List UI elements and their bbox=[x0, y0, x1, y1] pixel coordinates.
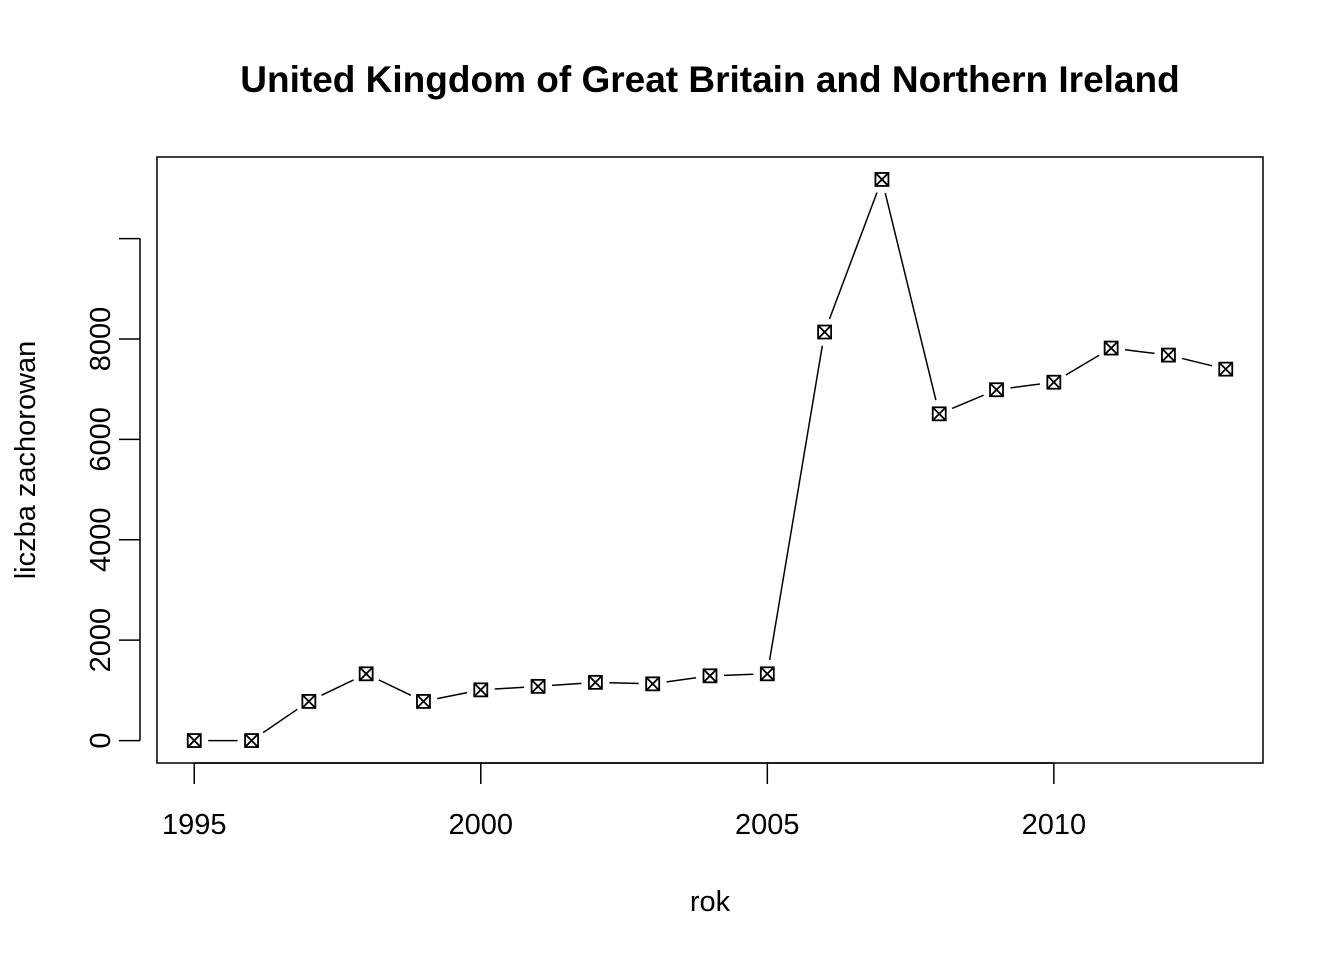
y-tick-label: 0 bbox=[85, 732, 117, 748]
x-axis: 1995 2000 2005 2010 bbox=[162, 762, 1087, 841]
line-segment bbox=[494, 686, 525, 690]
data-point bbox=[301, 694, 317, 709]
data-point bbox=[702, 668, 718, 684]
line-segment bbox=[951, 394, 984, 410]
data-point bbox=[473, 682, 489, 698]
x-tick-label: 1995 bbox=[162, 809, 227, 841]
chart-title: United Kingdom of Great Britain and Nort… bbox=[240, 59, 1179, 100]
data-point bbox=[1161, 347, 1176, 363]
data-point bbox=[759, 666, 775, 682]
y-axis-label: liczba zachorowan bbox=[10, 341, 42, 580]
x-tick-label: 2000 bbox=[449, 809, 514, 841]
series-points bbox=[186, 172, 1234, 748]
line-segment bbox=[1065, 354, 1100, 376]
data-point bbox=[817, 324, 833, 340]
y-tick-label: 8000 bbox=[85, 307, 117, 372]
data-point bbox=[1218, 361, 1234, 377]
series-line bbox=[208, 192, 1213, 742]
data-point bbox=[530, 678, 546, 694]
line-segment bbox=[1010, 383, 1041, 389]
data-point bbox=[587, 674, 603, 690]
data-point bbox=[931, 406, 947, 422]
plot-frame bbox=[156, 156, 1264, 764]
line-segment bbox=[609, 681, 639, 685]
y-tick-label: 2000 bbox=[85, 608, 117, 673]
line-segment bbox=[828, 192, 878, 320]
y-tick-label: 6000 bbox=[85, 407, 117, 472]
data-point bbox=[1046, 374, 1062, 390]
y-axis: 0 2000 4000 6000 8000 bbox=[85, 237, 141, 749]
x-tick-label: 2010 bbox=[1022, 809, 1087, 841]
line-segment bbox=[437, 691, 468, 700]
line-segment bbox=[768, 345, 824, 661]
x-tick-label: 2005 bbox=[735, 809, 800, 841]
line-segment bbox=[884, 192, 937, 401]
data-point bbox=[874, 172, 890, 187]
line-segment bbox=[1181, 357, 1213, 367]
line-segment bbox=[262, 708, 298, 734]
data-point bbox=[186, 733, 202, 748]
data-point bbox=[358, 666, 374, 682]
line-segment bbox=[321, 679, 354, 697]
line-segment bbox=[378, 679, 412, 697]
line-segment bbox=[723, 673, 754, 677]
data-point bbox=[244, 733, 259, 748]
data-point bbox=[989, 382, 1004, 398]
line-segment bbox=[1124, 349, 1155, 355]
line-segment bbox=[551, 682, 582, 687]
data-point bbox=[645, 676, 661, 692]
line-segment bbox=[666, 677, 697, 683]
data-point bbox=[1103, 340, 1119, 356]
data-point bbox=[416, 694, 431, 709]
x-axis-label: rok bbox=[690, 886, 731, 918]
y-tick-label: 4000 bbox=[85, 508, 117, 573]
